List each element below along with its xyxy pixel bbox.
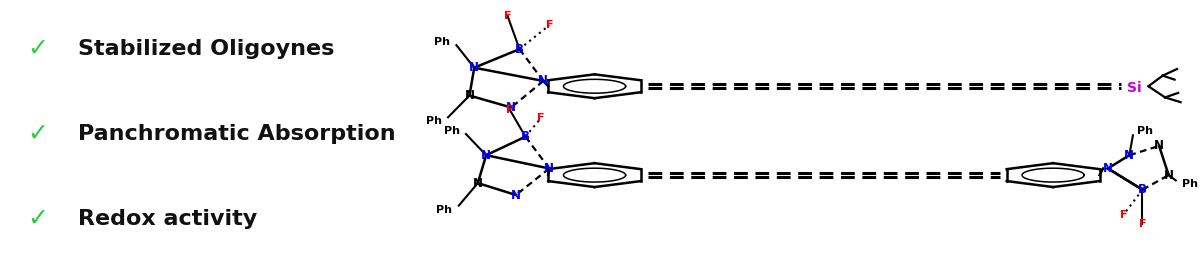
Text: N: N <box>464 89 474 102</box>
Text: Ph: Ph <box>1182 179 1198 189</box>
Text: N: N <box>1124 149 1134 162</box>
Text: Redox activity: Redox activity <box>78 209 257 229</box>
Text: Ph: Ph <box>434 38 450 47</box>
Text: F: F <box>504 11 511 21</box>
Text: N: N <box>469 61 479 74</box>
Text: B: B <box>1138 183 1147 196</box>
Text: N: N <box>545 162 554 175</box>
Text: F: F <box>1139 219 1146 229</box>
Text: F: F <box>506 105 514 115</box>
Text: F: F <box>538 113 545 123</box>
Text: N: N <box>511 188 521 202</box>
Text: B: B <box>521 130 530 143</box>
Text: F: F <box>1120 210 1127 220</box>
Text: ✓: ✓ <box>28 122 48 146</box>
Text: Ph: Ph <box>426 116 442 126</box>
Text: Si: Si <box>1127 81 1141 95</box>
Text: N: N <box>1154 139 1164 152</box>
Text: Ph: Ph <box>1136 126 1153 136</box>
Text: N: N <box>1164 169 1174 182</box>
Text: Ph: Ph <box>437 204 452 215</box>
Text: N: N <box>1103 162 1112 175</box>
Text: N: N <box>539 75 548 87</box>
Text: N: N <box>481 149 491 162</box>
Text: N: N <box>473 177 482 189</box>
Text: Ph: Ph <box>444 126 460 136</box>
Text: F: F <box>546 20 553 30</box>
Text: B: B <box>515 43 524 56</box>
Text: Stabilized Oligoynes: Stabilized Oligoynes <box>78 39 334 59</box>
Text: ✓: ✓ <box>28 207 48 231</box>
Text: N: N <box>506 101 516 114</box>
Text: Panchromatic Absorption: Panchromatic Absorption <box>78 124 395 144</box>
Text: ✓: ✓ <box>28 37 48 61</box>
